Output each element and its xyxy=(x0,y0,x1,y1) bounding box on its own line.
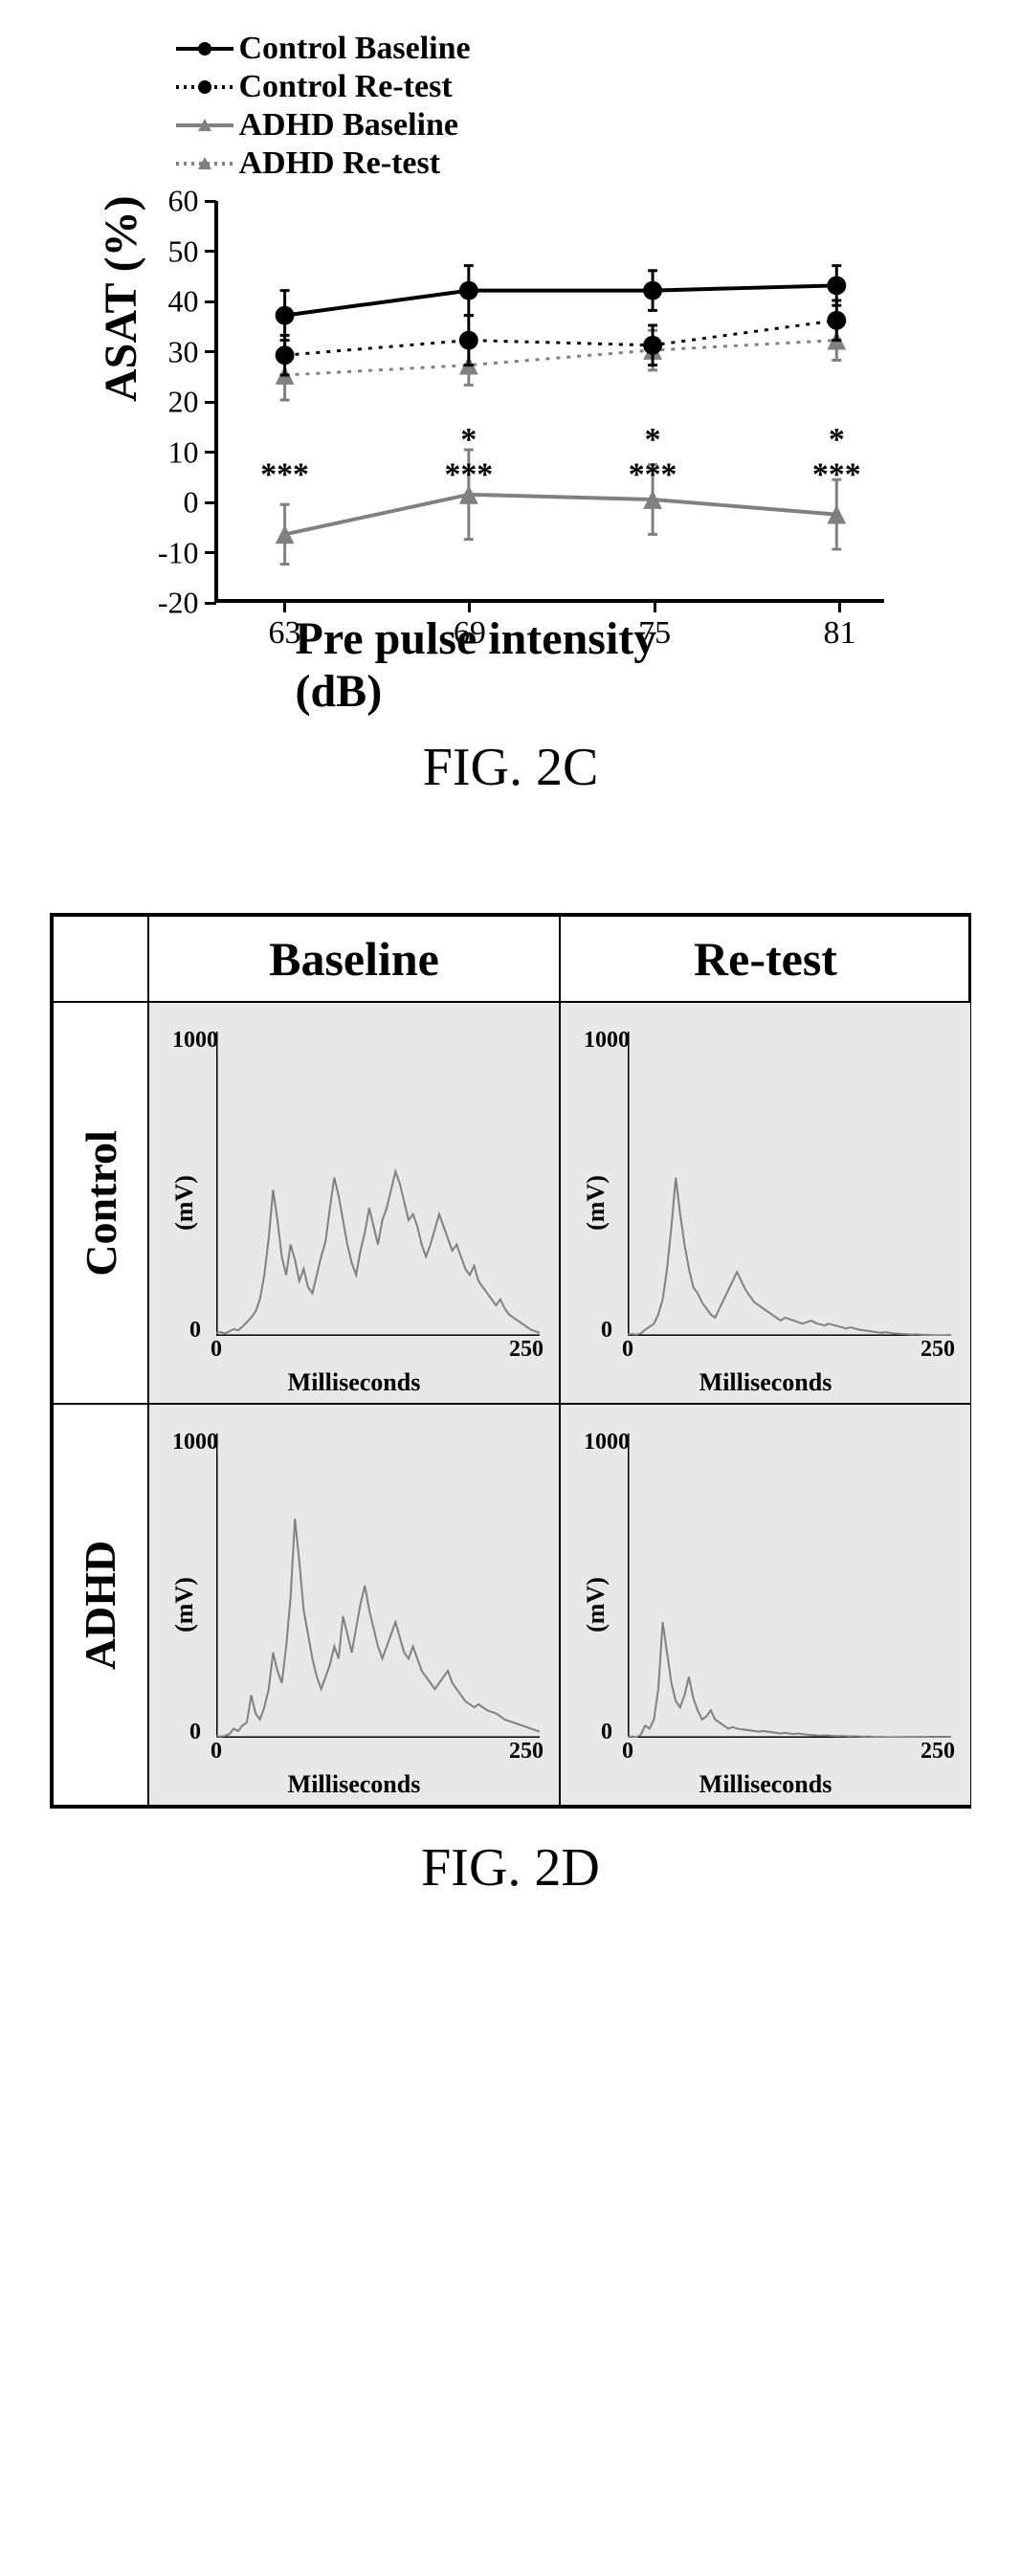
panel-ylabel: (mV) xyxy=(582,1175,610,1231)
caption-2d: FIG. 2D xyxy=(29,1837,992,1899)
panel-ytick-max: 1000 xyxy=(172,1028,218,1054)
ytick-label: 10 xyxy=(151,434,199,470)
ytick-label: -20 xyxy=(151,586,199,621)
legend-item: ADHD Baseline xyxy=(176,107,471,144)
waveform-svg xyxy=(628,1433,951,1738)
panel-control-baseline: (mV) Milliseconds 1000 00 250 xyxy=(148,1002,560,1404)
row-head-control: Control xyxy=(53,1002,148,1404)
panel-xtick-max: 250 xyxy=(921,1337,955,1363)
chart-2c: Control BaselineControl Re-testADHD Base… xyxy=(80,38,942,708)
panel-adhd-baseline: (mV) Milliseconds 1000 00 250 xyxy=(148,1404,560,1806)
svg-text:***: *** xyxy=(260,456,309,492)
panel-xtick-max: 250 xyxy=(921,1739,955,1765)
col-head-retest: Re-test xyxy=(560,916,971,1002)
panel-xlabel: Milliseconds xyxy=(288,1368,421,1397)
plot-svg-2c: *************** xyxy=(218,201,884,599)
legend-item: ADHD Re-test xyxy=(176,145,471,182)
legend-2c: Control BaselineControl Re-testADHD Base… xyxy=(176,29,471,184)
ytick-label: 30 xyxy=(151,334,199,369)
svg-text:***: *** xyxy=(444,456,493,492)
ytick-label: 40 xyxy=(151,284,199,320)
panel-xlabel: Milliseconds xyxy=(699,1770,832,1799)
row-head-adhd: ADHD xyxy=(53,1404,148,1806)
panel-ylabel: (mV) xyxy=(170,1577,199,1632)
waveform-svg xyxy=(628,1032,951,1336)
panel-inner xyxy=(628,1433,951,1738)
ytick-label: 0 xyxy=(151,485,199,521)
panel-ytick-0: 0 xyxy=(189,1720,201,1745)
corner-cell xyxy=(53,916,148,1002)
panel-inner xyxy=(216,1032,540,1336)
panel-ylabel: (mV) xyxy=(582,1577,610,1632)
svg-text:*: * xyxy=(644,422,660,457)
panel-xtick-0: 0 xyxy=(211,1739,222,1765)
panel-xtick-max: 250 xyxy=(509,1739,544,1765)
figure-2c: Control BaselineControl Re-testADHD Base… xyxy=(29,38,992,798)
panel-ytick-max: 1000 xyxy=(172,1430,218,1455)
ytick-label: -10 xyxy=(151,535,199,570)
col-head-baseline: Baseline xyxy=(148,916,560,1002)
x-axis-label: Pre pulse intensity (dB) xyxy=(296,612,726,718)
caption-2c: FIG. 2C xyxy=(29,737,992,798)
svg-text:***: *** xyxy=(811,456,860,492)
y-axis-label: ASAT (%) xyxy=(95,195,147,402)
xtick-label: 81 xyxy=(824,615,856,652)
panel-xlabel: Milliseconds xyxy=(288,1770,421,1799)
panel-ylabel: (mV) xyxy=(170,1175,199,1231)
waveform-svg xyxy=(216,1433,540,1738)
grid-2d: Baseline Re-test Control (mV) Millisecon… xyxy=(50,913,971,1809)
ytick-label: 50 xyxy=(151,233,199,269)
panel-ytick-0: 0 xyxy=(189,1318,201,1344)
panel-control-retest: (mV) Milliseconds 1000 00 250 xyxy=(560,1002,971,1404)
legend-item: Control Baseline xyxy=(176,31,471,67)
panel-ytick-0: 0 xyxy=(601,1720,612,1745)
plot-area-2c: *************** -20-10010203040506063697… xyxy=(214,201,884,603)
row-head-adhd-label: ADHD xyxy=(76,1540,126,1669)
waveform-svg xyxy=(216,1032,540,1336)
panel-xtick-0: 0 xyxy=(622,1739,633,1765)
panel-xlabel: Milliseconds xyxy=(699,1368,832,1397)
figure-2d: Baseline Re-test Control (mV) Millisecon… xyxy=(29,913,992,1899)
panel-xtick-max: 250 xyxy=(509,1337,544,1363)
row-head-control-label: Control xyxy=(76,1130,126,1277)
panel-xtick-0: 0 xyxy=(622,1337,633,1363)
ytick-label: 60 xyxy=(151,184,199,219)
panel-ytick-0: 0 xyxy=(601,1318,612,1344)
svg-text:*: * xyxy=(828,422,844,457)
panel-adhd-retest: (mV) Milliseconds 1000 00 250 xyxy=(560,1404,971,1806)
svg-text:*: * xyxy=(460,422,477,457)
legend-item: Control Re-test xyxy=(176,69,471,105)
panel-xtick-0: 0 xyxy=(211,1337,222,1363)
svg-text:***: *** xyxy=(628,456,677,492)
panel-ytick-max: 1000 xyxy=(584,1028,630,1054)
panel-inner xyxy=(216,1433,540,1738)
panel-ytick-max: 1000 xyxy=(584,1430,630,1455)
panel-inner xyxy=(628,1032,951,1336)
ytick-label: 20 xyxy=(151,385,199,420)
